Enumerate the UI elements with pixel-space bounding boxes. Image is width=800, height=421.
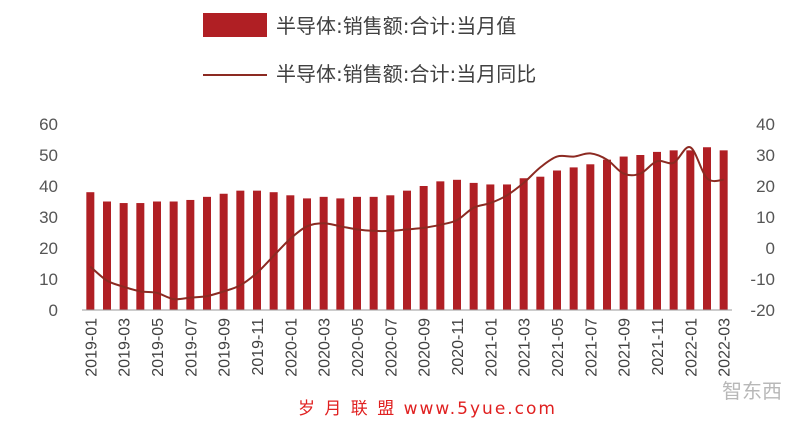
bar — [253, 190, 261, 310]
bar — [119, 203, 128, 310]
x-tick-label: 2021-11 — [650, 318, 667, 376]
bar — [203, 196, 211, 310]
bar — [586, 164, 595, 310]
legend-line-label: 半导体:销售额:合计:当月同比 — [276, 62, 536, 86]
y-right-tick-label: 10 — [756, 208, 775, 227]
bar-series — [86, 147, 728, 310]
y-left-tick-label: 50 — [39, 146, 58, 165]
bar — [269, 192, 278, 310]
bar — [303, 198, 311, 310]
x-tick-label: 2020-03 — [317, 318, 334, 377]
bar — [619, 156, 628, 310]
bar — [636, 155, 645, 310]
bar — [569, 167, 578, 310]
x-tick-label: 2020-07 — [383, 318, 400, 377]
bar — [319, 196, 328, 310]
x-tick-label: 2020-09 — [417, 318, 434, 377]
y-right-tick-label: 40 — [756, 115, 775, 134]
y-left-tick-label: 30 — [39, 208, 58, 227]
y-right-tick-label: 0 — [766, 239, 775, 258]
x-tick-label: 2020-05 — [350, 318, 367, 377]
x-tick-label: 2021-09 — [617, 318, 634, 377]
bar — [453, 179, 461, 310]
bar — [553, 170, 561, 310]
y-left-tick-label: 40 — [39, 177, 58, 196]
watermark-brand: 智东西 — [722, 379, 782, 403]
x-tick-label: 2021-05 — [550, 318, 567, 377]
x-tick-label: 2019-07 — [183, 318, 200, 377]
x-axis-ticks: 2019-01 2019-03 2019-05 2019-07 2019-09 2019-… — [83, 318, 733, 377]
bar — [436, 181, 445, 310]
y-left-tick-label: 20 — [39, 239, 58, 258]
legend-bar-swatch — [203, 13, 267, 37]
y-axis-left: 0 10 20 30 40 50 60 — [39, 115, 58, 320]
bar — [86, 192, 95, 310]
x-tick-label: 2019-05 — [150, 318, 167, 377]
bar — [369, 196, 378, 310]
x-tick-label: 2022-03 — [717, 318, 734, 377]
watermark-text: 岁 月 联 盟 www.5yue.com — [298, 399, 557, 419]
x-tick-label: 2019-11 — [250, 318, 267, 376]
bar — [236, 190, 245, 310]
bar — [469, 182, 478, 310]
x-tick-label: 2020-01 — [283, 318, 300, 377]
x-tick-label: 2022-01 — [683, 318, 700, 377]
x-tick-label: 2021-07 — [583, 318, 600, 377]
y-right-tick-label: -10 — [750, 270, 775, 289]
bar — [103, 201, 111, 310]
x-tick-label: 2019-01 — [83, 318, 100, 377]
bar — [653, 151, 661, 310]
bar — [169, 201, 178, 310]
bar — [703, 147, 711, 310]
bar — [219, 193, 228, 310]
bar — [519, 178, 528, 310]
bar — [353, 196, 361, 310]
x-tick-label: 2021-03 — [517, 318, 534, 377]
bar — [336, 198, 345, 310]
bar — [419, 186, 428, 310]
y-left-tick-label: 0 — [49, 301, 58, 320]
bar — [403, 190, 411, 310]
bar — [686, 150, 695, 310]
x-tick-label: 2021-01 — [483, 318, 500, 377]
legend: 半导体:销售额:合计:当月值 半导体:销售额:合计:当月同比 — [203, 13, 536, 86]
bar — [153, 201, 161, 310]
x-tick-label: 2019-03 — [117, 318, 134, 377]
y-axis-right: -20 -10 0 10 20 30 40 — [750, 115, 775, 320]
bar — [136, 203, 145, 310]
bar — [486, 184, 495, 310]
yoy-line-series — [89, 146, 724, 301]
bar — [536, 176, 545, 310]
x-tick-label: 2019-09 — [217, 318, 234, 377]
y-left-tick-label: 60 — [39, 115, 58, 134]
bar — [386, 195, 395, 310]
y-right-tick-label: 20 — [756, 177, 775, 196]
x-tick-label: 2020-11 — [450, 318, 467, 376]
bar — [186, 199, 195, 310]
y-right-tick-label: -20 — [750, 301, 775, 320]
legend-bar-label: 半导体:销售额:合计:当月值 — [276, 14, 516, 38]
bar — [286, 195, 295, 310]
bar — [503, 184, 511, 310]
y-left-tick-label: 10 — [39, 270, 58, 289]
bar — [669, 150, 678, 310]
bar — [719, 150, 728, 310]
bar — [603, 159, 611, 310]
y-right-tick-label: 30 — [756, 146, 775, 165]
